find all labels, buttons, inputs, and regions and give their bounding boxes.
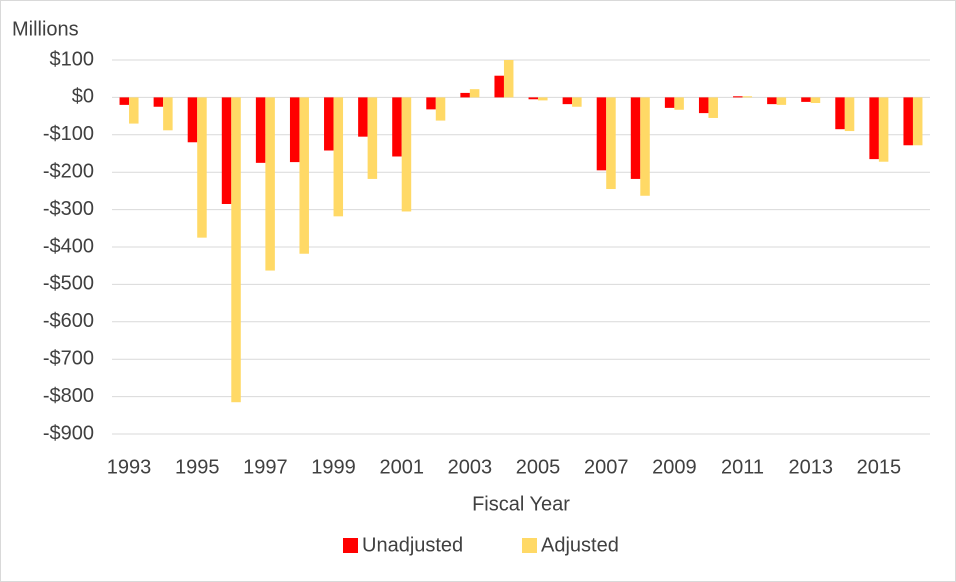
y-tick-label: $0 [72,86,94,108]
bar [231,97,241,403]
bar [538,97,548,101]
x-tick-label: 2013 [788,456,833,478]
legend-label: Unadjusted [362,534,463,556]
x-tick-label: 2001 [379,456,424,478]
bar [358,97,368,137]
bar [664,97,675,108]
bar [119,97,130,105]
bar [869,97,879,160]
bar [733,96,743,98]
bar [221,97,232,204]
y-tick-label: -$300 [43,198,94,220]
y-tick-label: -$200 [43,160,94,182]
bar [435,97,446,121]
bar [674,97,684,110]
bar [698,97,709,114]
bar [810,97,821,104]
y-tick-label: -$800 [43,385,94,407]
bar [767,97,777,105]
bar [426,97,436,110]
bar [878,97,889,162]
bar [801,97,811,102]
bar [912,97,923,146]
bar [776,97,787,105]
bar [494,75,504,98]
bar [299,97,309,254]
bar [572,97,582,107]
bar [844,97,855,132]
y-tick-label: -$700 [43,347,94,369]
bar [503,60,514,98]
y-tick-label: -$500 [43,273,94,295]
bar [606,97,616,190]
bar [528,97,539,100]
y-axis-title: Millions [12,18,79,40]
bar [265,97,275,271]
bar [255,97,266,163]
bar [742,96,753,98]
bar [324,97,334,151]
bar [401,97,412,212]
x-tick-label: 2005 [516,456,561,478]
bar [708,97,718,118]
y-tick-label: -$100 [43,123,94,145]
bar [197,97,207,238]
bar [562,97,573,105]
x-tick-label: 2015 [857,456,902,478]
x-tick-label: 2011 [721,456,764,478]
y-tick-label: $100 [50,48,95,70]
x-tick-label: 1993 [107,456,152,478]
bar [153,97,164,107]
x-axis-title: Fiscal Year [472,493,570,515]
bar [469,89,480,98]
bar [163,97,173,131]
x-tick-label: 1997 [243,456,288,478]
legend-swatch [343,538,358,553]
x-tick-label: 1995 [175,456,220,478]
legend-swatch [522,538,537,553]
legend-label: Adjusted [541,534,619,556]
x-tick-label: 2009 [652,456,697,478]
x-tick-label: 2003 [448,456,493,478]
bar [630,97,641,179]
bar [367,97,378,179]
x-tick-label: 1999 [311,456,356,478]
bar [596,97,607,171]
bar [640,97,650,196]
bar [835,97,845,130]
y-tick-label: -$600 [43,310,94,332]
bar [187,97,198,143]
bar [289,97,300,163]
bar [333,97,344,217]
bar [129,97,139,124]
y-tick-label: -$900 [43,422,94,444]
bar [903,97,913,146]
bar [460,92,470,98]
y-tick-label: -$400 [43,235,94,257]
bar [392,97,402,157]
x-tick-label: 2007 [584,456,629,478]
